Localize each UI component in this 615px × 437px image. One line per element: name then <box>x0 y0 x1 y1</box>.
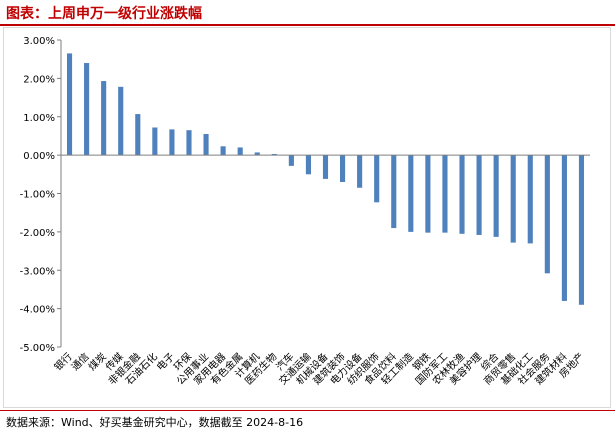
y-tick-label: -1.00% <box>20 190 55 201</box>
bar <box>544 155 550 274</box>
source-rule <box>0 410 615 411</box>
source-note: 数据来源：Wind、好买基金研究中心，数据截至 2024-8-16 <box>6 416 304 429</box>
chart-title: 图表：上周申万一级行业涨跌幅 <box>6 6 202 22</box>
bar <box>493 155 499 237</box>
y-tick-label: -3.00% <box>20 266 55 277</box>
bar <box>271 153 277 156</box>
bar <box>459 155 465 234</box>
y-tick-label: 0.00% <box>23 151 55 162</box>
y-tick-label: 2.00% <box>23 74 55 85</box>
y-tick-label: 1.00% <box>23 113 55 124</box>
bar <box>425 155 431 233</box>
bar <box>135 114 141 156</box>
bar <box>66 53 73 156</box>
bar <box>220 146 226 156</box>
bar <box>442 155 448 233</box>
bar <box>322 155 329 179</box>
y-tick-label: -5.00% <box>20 343 55 354</box>
y-tick-label: -4.00% <box>20 305 55 316</box>
bar <box>152 127 158 156</box>
bar <box>101 81 107 156</box>
bar <box>169 129 175 156</box>
bar <box>510 155 516 243</box>
bar <box>561 155 567 301</box>
x-tick-label: 通信 <box>69 351 92 374</box>
bar <box>118 86 124 156</box>
bar <box>186 130 192 156</box>
bar <box>476 155 482 235</box>
title-bar: 图表：上周申万一级行业涨跌幅 <box>0 0 615 26</box>
y-tick-label: 3.00% <box>23 36 55 47</box>
chart-frame: 3.00% 2.00% 1.00% 0.00% -1.00% -2.00% -3.00% -4… <box>3 27 611 408</box>
bar <box>84 63 90 156</box>
bar <box>254 152 260 156</box>
bar <box>391 155 397 229</box>
y-tick-label: -2.00% <box>20 228 55 239</box>
bar <box>340 155 346 182</box>
bar <box>357 155 363 188</box>
bar <box>305 155 311 175</box>
bar <box>203 134 209 156</box>
bar-chart: 3.00% 2.00% 1.00% 0.00% -1.00% -2.00% -3.00% -4… <box>20 36 590 387</box>
bar <box>527 155 533 244</box>
bar <box>578 155 585 305</box>
bar <box>374 155 380 203</box>
bar <box>237 147 243 156</box>
bar <box>288 155 294 166</box>
title-rule <box>0 24 615 26</box>
bar <box>408 155 414 232</box>
